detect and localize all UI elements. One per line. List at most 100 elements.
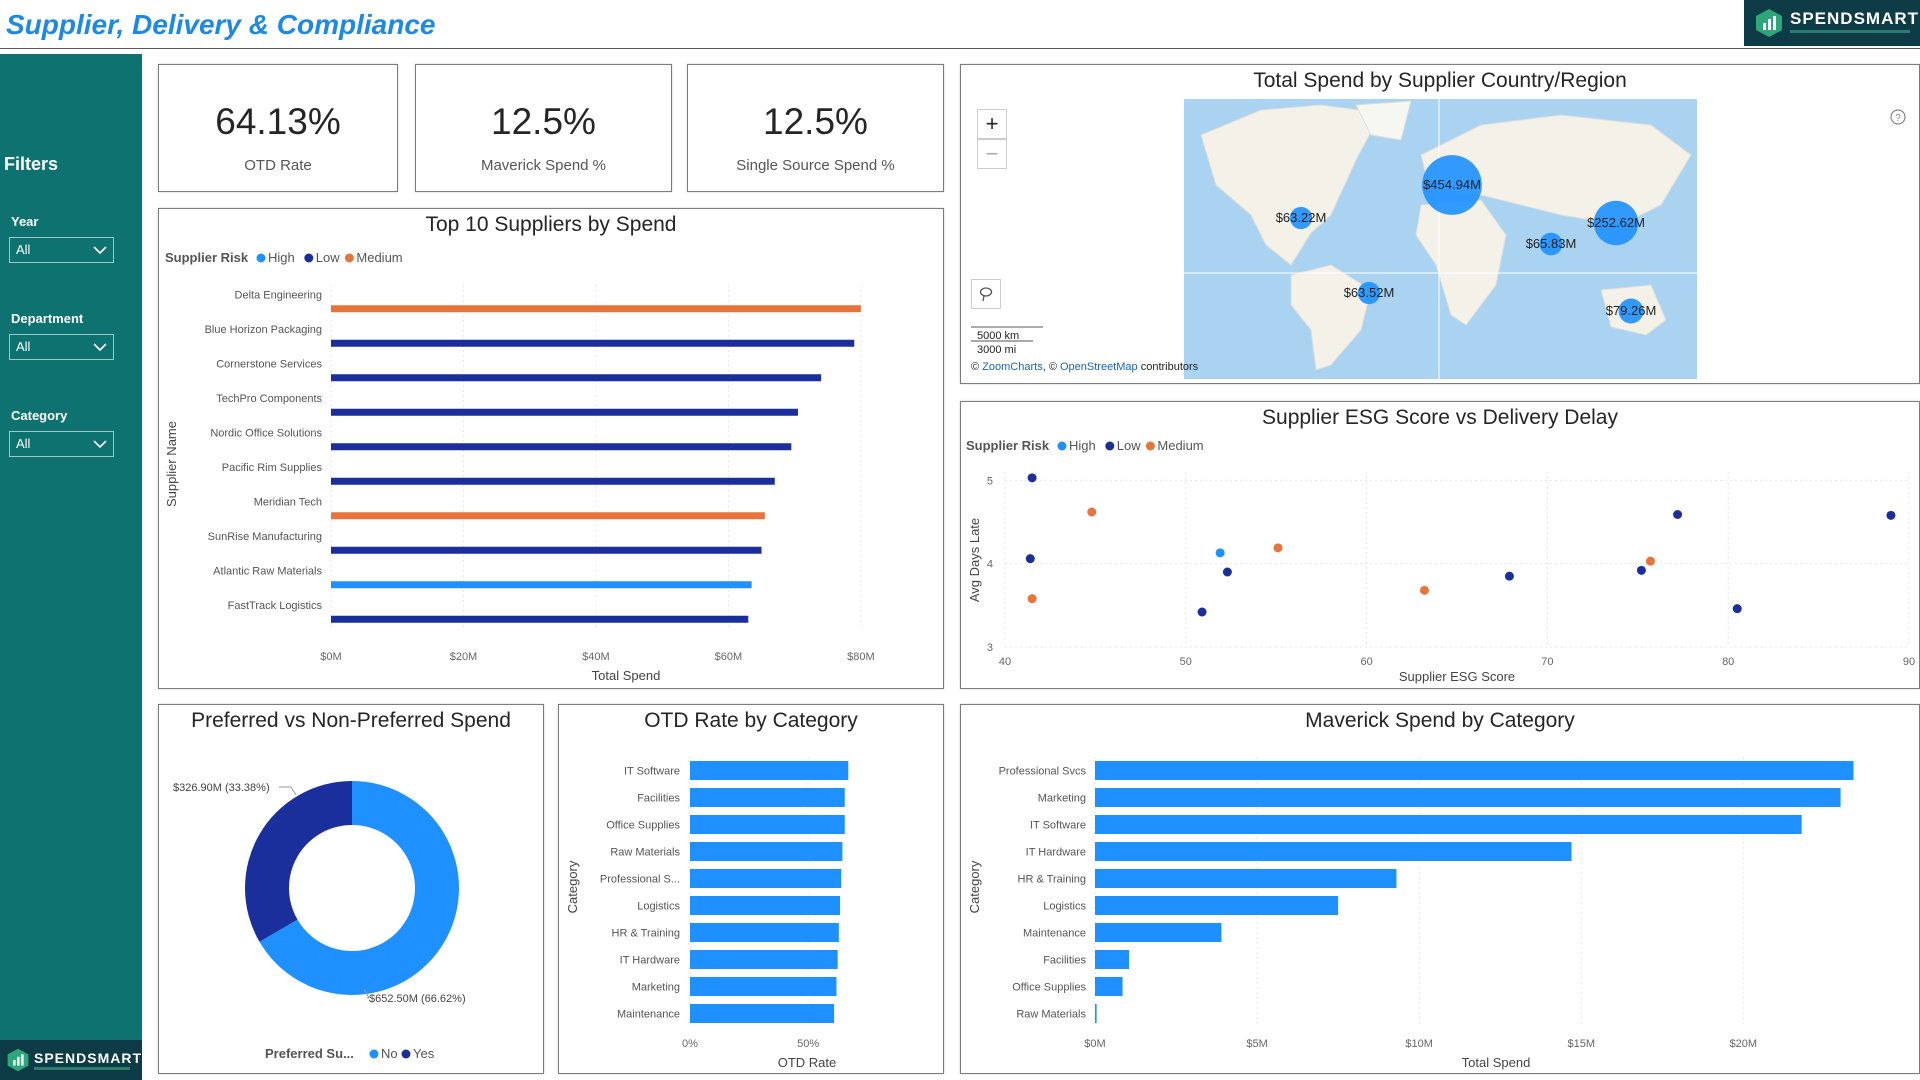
bar-it-software[interactable]	[1095, 815, 1802, 834]
scatter-point[interactable]	[1732, 604, 1742, 614]
bar-hr-training[interactable]	[1095, 869, 1397, 888]
category-filter-dropdown[interactable]: All	[9, 431, 114, 457]
bar-raw-materials[interactable]	[690, 842, 843, 861]
bar-techpro-components[interactable]	[331, 408, 798, 416]
year-filter-dropdown[interactable]: All	[9, 237, 114, 263]
scatter-point[interactable]	[1087, 507, 1097, 517]
question-icon[interactable]: ?	[1890, 109, 1906, 125]
scatter-point[interactable]	[1645, 556, 1655, 566]
scatter-point[interactable]	[1027, 594, 1037, 604]
map-bubble-label: $79.26M	[1606, 303, 1657, 318]
esg-scatter-card[interactable]: Supplier ESG Score vs Delivery Delay Sup…	[960, 401, 1920, 689]
legend-item-high[interactable]: High	[1069, 438, 1096, 453]
y-tick-label: FastTrack Logistics	[228, 600, 323, 612]
bar-maintenance[interactable]	[690, 1004, 835, 1023]
legend-item-high[interactable]: High	[268, 250, 295, 265]
bar-atlantic-raw-materials[interactable]	[331, 581, 752, 589]
map-card[interactable]: Total Spend by Supplier Country/Region $…	[960, 64, 1920, 384]
legend-item-low[interactable]: Low	[1117, 438, 1141, 453]
zoom-out-button[interactable]: −	[977, 139, 1007, 169]
bar-meridian-tech[interactable]	[331, 512, 765, 520]
kpi-card-single-source-spend[interactable]: 12.5% Single Source Spend %	[687, 64, 944, 192]
map-bubble[interactable]	[1618, 298, 1644, 324]
bar-facilities[interactable]	[1095, 950, 1130, 969]
x-tick-label: 90	[1903, 656, 1915, 668]
legend-marker-yes[interactable]	[401, 1049, 411, 1059]
bar-it-hardware[interactable]	[690, 950, 838, 969]
bar-facilities[interactable]	[690, 788, 845, 807]
scatter-point[interactable]	[1419, 585, 1429, 595]
legend-item-no[interactable]: No	[381, 1046, 398, 1061]
year-filter-label: Year	[11, 214, 39, 229]
bar-sunrise-manufacturing[interactable]	[331, 546, 762, 554]
top-suppliers-card[interactable]: Top 10 Suppliers by Spend Supplier Risk …	[158, 208, 944, 689]
scatter-point[interactable]	[1636, 565, 1646, 575]
bar-pacific-rim-supplies[interactable]	[331, 477, 775, 485]
legend-marker-low[interactable]	[304, 253, 314, 263]
y-tick-label: Maintenance	[1023, 928, 1086, 940]
map-bubble[interactable]	[1593, 200, 1639, 246]
scatter-point[interactable]	[1222, 567, 1232, 577]
bar-nordic-office-solutions[interactable]	[331, 443, 792, 451]
donut-slice-no[interactable]	[259, 781, 459, 995]
department-filter-dropdown[interactable]: All	[9, 334, 114, 360]
chart-title: Preferred vs Non-Preferred Spend	[191, 709, 511, 732]
legend-marker-medium[interactable]	[1145, 441, 1155, 451]
zoom-in-button[interactable]: +	[977, 109, 1007, 139]
kpi-card-otd-rate[interactable]: 64.13% OTD Rate	[158, 64, 398, 192]
x-tick-label: $5M	[1246, 1038, 1267, 1050]
bar-fasttrack-logistics[interactable]	[331, 615, 749, 623]
y-tick-label: 3	[987, 642, 993, 654]
bar-office-supplies[interactable]	[1095, 977, 1123, 996]
legend-item-yes[interactable]: Yes	[413, 1046, 435, 1061]
bar-delta-engineering[interactable]	[331, 305, 861, 313]
legend-marker-high[interactable]	[256, 253, 266, 263]
bar-marketing[interactable]	[690, 977, 837, 996]
maverick-spend-card[interactable]: Maverick Spend by Category Professional …	[960, 704, 1920, 1074]
bar-cornerstone-services[interactable]	[331, 374, 822, 382]
bar-logistics[interactable]	[1095, 896, 1339, 915]
chevron-down-icon	[93, 440, 107, 449]
legend-item-low[interactable]: Low	[316, 250, 340, 265]
x-tick-label: $20M	[450, 651, 478, 663]
y-tick-label: Logistics	[637, 901, 680, 913]
scatter-point[interactable]	[1197, 607, 1207, 617]
bar-maintenance[interactable]	[1095, 923, 1222, 942]
map-bubble[interactable]	[1289, 206, 1313, 230]
kpi-card-maverick-spend[interactable]: 12.5% Maverick Spend %	[415, 64, 672, 192]
scatter-point[interactable]	[1504, 571, 1514, 581]
map-bubble[interactable]	[1422, 155, 1482, 215]
legend-marker-high[interactable]	[1057, 441, 1067, 451]
bar-professional-svcs[interactable]	[1095, 761, 1854, 780]
legend-marker-low[interactable]	[1105, 441, 1115, 451]
openstreetmap-link[interactable]: OpenStreetMap	[1060, 361, 1138, 373]
legend-marker-medium[interactable]	[344, 253, 354, 263]
y-tick-label: Office Supplies	[606, 820, 680, 832]
bar-logistics[interactable]	[690, 896, 841, 915]
bar-hr-training[interactable]	[690, 923, 839, 942]
scatter-point[interactable]	[1215, 548, 1225, 558]
bar-it-software[interactable]	[690, 761, 849, 780]
scatter-point[interactable]	[1886, 510, 1896, 520]
world-map[interactable]: $454.94M $252.62M $63.22M $65.83M $63.52M $79…	[961, 65, 1919, 383]
bar-it-hardware[interactable]	[1095, 842, 1572, 861]
otd-rate-card[interactable]: OTD Rate by Category IT Software Faciliti…	[558, 704, 944, 1074]
bar-professional-s[interactable]	[690, 869, 842, 888]
scatter-point[interactable]	[1025, 554, 1035, 564]
bar-marketing[interactable]	[1095, 788, 1841, 807]
preferred-spend-card[interactable]: Preferred vs Non-Preferred Spend $326.90…	[158, 704, 544, 1074]
legend-item-medium[interactable]: Medium	[1157, 438, 1203, 453]
scatter-point[interactable]	[1027, 473, 1037, 483]
donut-slice-yes[interactable]	[245, 781, 352, 942]
scatter-point[interactable]	[1273, 543, 1283, 553]
legend-item-medium[interactable]: Medium	[356, 250, 402, 265]
map-bubble[interactable]	[1539, 232, 1563, 256]
lasso-select-button[interactable]	[971, 279, 1001, 309]
bar-raw-materials[interactable]	[1095, 1004, 1097, 1023]
scatter-point[interactable]	[1673, 510, 1683, 519]
legend-marker-no[interactable]	[369, 1049, 379, 1059]
bar-office-supplies[interactable]	[690, 815, 845, 834]
map-bubble[interactable]	[1357, 281, 1381, 305]
zoomcharts-link[interactable]: ZoomCharts	[982, 361, 1043, 373]
bar-blue-horizon-packaging[interactable]	[331, 339, 855, 347]
